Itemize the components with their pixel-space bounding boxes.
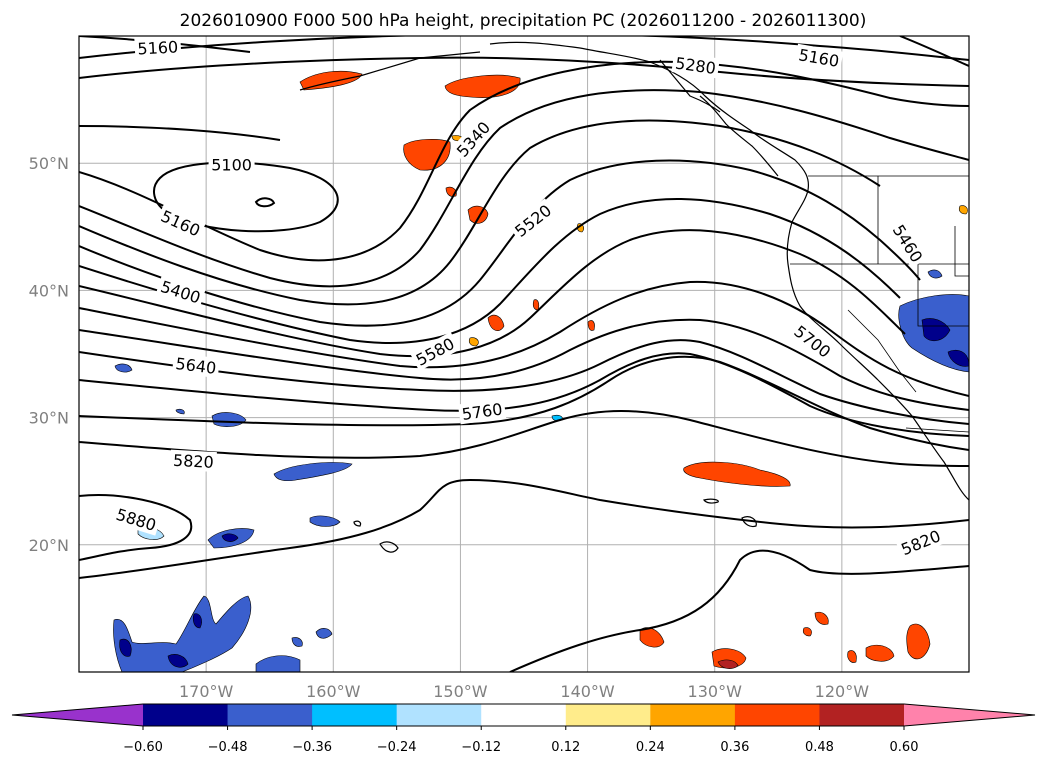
contour-label-text: 5160 (137, 37, 179, 58)
lat-tick-label: 50°N (29, 154, 69, 173)
contour-label-background (671, 52, 720, 79)
map-frame (78, 35, 970, 673)
political-borders (790, 175, 969, 433)
colorbar-swatch (819, 704, 905, 726)
colorbar-tick-labels: −0.60 −0.48 −0.36 −0.24 −0.12 0.12 0.24 0.36 0.4… (123, 726, 918, 755)
lon-tick-label: 130°W (688, 682, 743, 701)
contour-label-background (794, 43, 844, 72)
colorbar-swatch (312, 704, 398, 726)
lon-tick-label: 160°W (306, 682, 361, 701)
contour-label-background (409, 331, 461, 372)
coastlines (299, 41, 969, 553)
colorbar-tick-label: −0.36 (292, 740, 332, 755)
colorbar-swatch (143, 704, 229, 726)
colorbar-tick-label: −0.24 (377, 740, 417, 755)
colorbar-tick-label: 0.48 (805, 740, 834, 755)
contour-label-background (887, 218, 929, 269)
colorbar-tick-label: −0.12 (461, 740, 501, 755)
lon-tick-label: 170°W (179, 682, 234, 701)
colorbar-extend-low (12, 704, 143, 726)
colorbar-tick-label: 0.60 (890, 740, 919, 755)
colorbar-tick-label: −0.60 (123, 740, 163, 755)
contour-label: 5640 (171, 352, 221, 379)
precip-positive-areas (299, 70, 968, 669)
contour-label-text: 5640 (175, 354, 218, 378)
colorbar-swatch (396, 704, 482, 726)
colorbar-swatch (734, 704, 820, 726)
contour-label-background (788, 319, 837, 364)
contour-label-background (895, 524, 946, 561)
contour-label-background (208, 154, 255, 175)
longitude-tick-labels: 170°W 160°W 150°W 140°W 130°W 120°W (179, 682, 869, 701)
contour-label-background (450, 115, 496, 163)
contour-label-background (169, 449, 217, 473)
contour-label: 5100 (208, 154, 255, 175)
lat-tick-label: 40°N (29, 281, 69, 300)
lat-tick-label: 30°N (29, 409, 69, 428)
contour-label-background (457, 398, 507, 425)
lon-tick-label: 140°W (560, 682, 615, 701)
lat-tick-label: 20°N (29, 536, 69, 555)
contour-label-background (155, 275, 206, 309)
colorbar (11, 703, 1036, 727)
colorbar-swatch (565, 704, 651, 726)
precip-negative-areas (113, 269, 969, 672)
height-contours (79, 36, 969, 672)
colorbar-tick-label: 0.24 (636, 740, 665, 755)
contour-label: 5820 (169, 449, 217, 473)
contour-label: 5160 (134, 36, 182, 59)
precip-shading (113, 70, 969, 672)
colorbar-tick-label: −0.48 (208, 740, 248, 755)
colorbar-swatch (227, 704, 313, 726)
colorbar-swatch (650, 704, 736, 726)
colorbar-tick-label: 0.12 (551, 740, 580, 755)
lon-tick-label: 150°W (433, 682, 488, 701)
contour-label-background (155, 204, 206, 242)
contour-label-text: 5820 (173, 451, 215, 472)
contour-label-background (508, 198, 558, 243)
lon-tick-label: 120°W (815, 682, 870, 701)
colorbar-swatch (481, 704, 567, 726)
contour-label-background (171, 352, 221, 379)
contour-label-text: 5100 (211, 155, 252, 174)
colorbar-extend-high (904, 704, 1035, 726)
latitude-tick-labels: 50°N 40°N 30°N 20°N (29, 154, 69, 555)
contour-label-background (111, 503, 162, 536)
figure-title: 2026010900 F000 500 hPa height, precipit… (180, 11, 867, 31)
colorbar-tick-label: 0.36 (720, 740, 749, 755)
contour-label-background (134, 36, 182, 59)
